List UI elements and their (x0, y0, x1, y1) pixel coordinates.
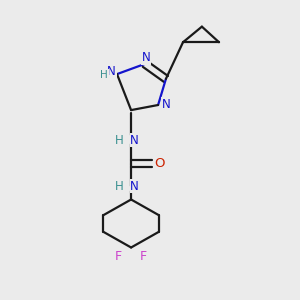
Text: N: N (107, 65, 116, 78)
Text: H: H (115, 134, 124, 147)
Text: H: H (115, 179, 124, 193)
Text: N: N (161, 98, 170, 111)
Text: N: N (130, 134, 139, 147)
Text: F: F (115, 250, 122, 263)
Text: O: O (154, 157, 165, 170)
Text: F: F (140, 250, 147, 263)
Text: N: N (130, 179, 139, 193)
Text: H: H (100, 70, 108, 80)
Text: N: N (141, 51, 150, 64)
